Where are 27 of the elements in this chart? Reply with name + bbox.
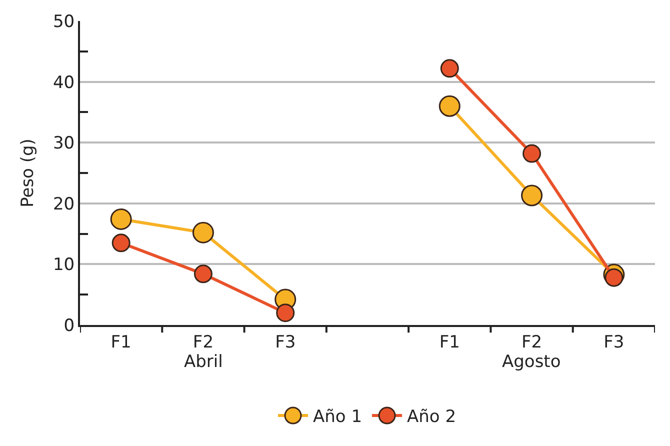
point	[522, 144, 542, 163]
point	[438, 95, 460, 117]
point	[112, 234, 130, 252]
y-axis-title: Peso (g)	[18, 138, 38, 208]
y-tick-label: 50	[52, 12, 75, 32]
y-tick-label: 0	[64, 316, 75, 336]
x-tick-label: F3	[604, 332, 624, 352]
y-tick-label: 10	[52, 255, 75, 276]
point	[194, 264, 212, 284]
x-tick-label: F1	[110, 332, 132, 352]
x-tick-label: F2	[521, 332, 542, 352]
legend-label: Año 1	[313, 407, 362, 428]
y-tick-label: 40	[52, 72, 75, 93]
x-tick-label: F2	[192, 332, 214, 352]
text: Agosto	[502, 352, 561, 372]
point	[521, 184, 543, 206]
y-tick-label: 30	[52, 134, 75, 154]
text: Abril	[184, 352, 223, 372]
legend-label: Año 2	[407, 407, 456, 428]
point	[276, 304, 295, 322]
point	[604, 268, 624, 287]
point	[110, 208, 132, 230]
point	[440, 59, 459, 78]
x-tick-label: F1	[439, 332, 460, 352]
x-tick-label: F3	[275, 332, 296, 352]
y-tick-label: 20	[52, 194, 75, 214]
point	[192, 222, 214, 244]
